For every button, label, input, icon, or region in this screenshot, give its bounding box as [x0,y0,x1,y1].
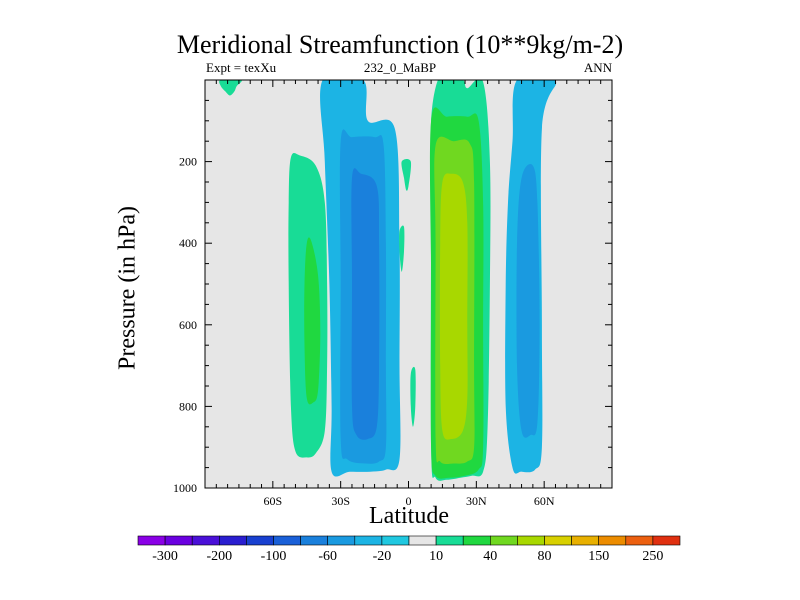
colorbar-box [381,535,410,546]
colorbar-box [327,535,356,546]
colorbar-box [164,535,193,546]
x-tick-label: 0 [406,494,412,508]
y-tick-label: 600 [179,318,197,332]
x-tick-label: 60N [534,494,555,508]
colorbar-label: 40 [483,549,497,564]
colorbar-box [544,535,572,546]
colorbar-box [571,535,599,546]
subtitle-experiment: Expt = texXu [206,60,277,75]
colorbar-box [625,535,654,546]
colorbar-box [273,535,301,546]
colorbar-box [652,535,681,546]
colorbar-box [191,535,220,546]
x-tick-label: 30S [331,494,350,508]
colorbar-box [246,535,274,546]
x-axis-label: Latitude [369,503,449,529]
colorbar-label: 250 [642,549,663,564]
y-tick-label: 400 [179,236,197,250]
contour-sh-ferrel-cell-inner [304,237,321,405]
colorbar-label: -200 [206,549,232,564]
colorbar-label: 10 [429,549,443,564]
colorbar-box [435,535,464,546]
contour-sh-hadley-cell-core [351,168,380,440]
colorbar-label: 80 [538,549,552,564]
colorbar-box [489,535,518,546]
colorbar-box [219,535,247,546]
colorbar-label: -20 [373,549,392,564]
chart-title: Meridional Streamfunction (10**9kg/m-2) [176,30,624,59]
contour-sh-polar-cell [219,80,242,96]
contour-equatorial-patch-mid [399,225,405,272]
colorbar-box [354,535,383,546]
colorbar-box [598,535,627,546]
subtitle-period: 232_0_MaBP [363,60,437,75]
y-tick-label: 200 [179,155,197,169]
colorbar-box [462,535,491,546]
colorbar-box [300,535,329,546]
colorbar-label: -100 [261,549,287,564]
colorbar-box [517,535,545,546]
contour-equatorial-patch-upper [401,159,412,191]
y-tick-label: 1000 [173,481,197,495]
colorbar-label: -60 [318,549,337,564]
y-tick-label: 800 [179,399,197,413]
colorbar-label: -300 [152,549,178,564]
subtitle-season: ANN [583,60,612,75]
x-tick-label: 30N [466,494,487,508]
contour-nh-ferrel-cell-inner [516,164,540,438]
contour-nh-hadley-cell-core [439,173,468,440]
colorbar-label: 150 [588,549,609,564]
plot-background [205,80,612,488]
colorbar-box [408,535,437,546]
colorbar-box [137,535,166,546]
contour-equatorial-patch-lower [410,366,416,427]
x-tick-label: 60S [263,494,282,508]
